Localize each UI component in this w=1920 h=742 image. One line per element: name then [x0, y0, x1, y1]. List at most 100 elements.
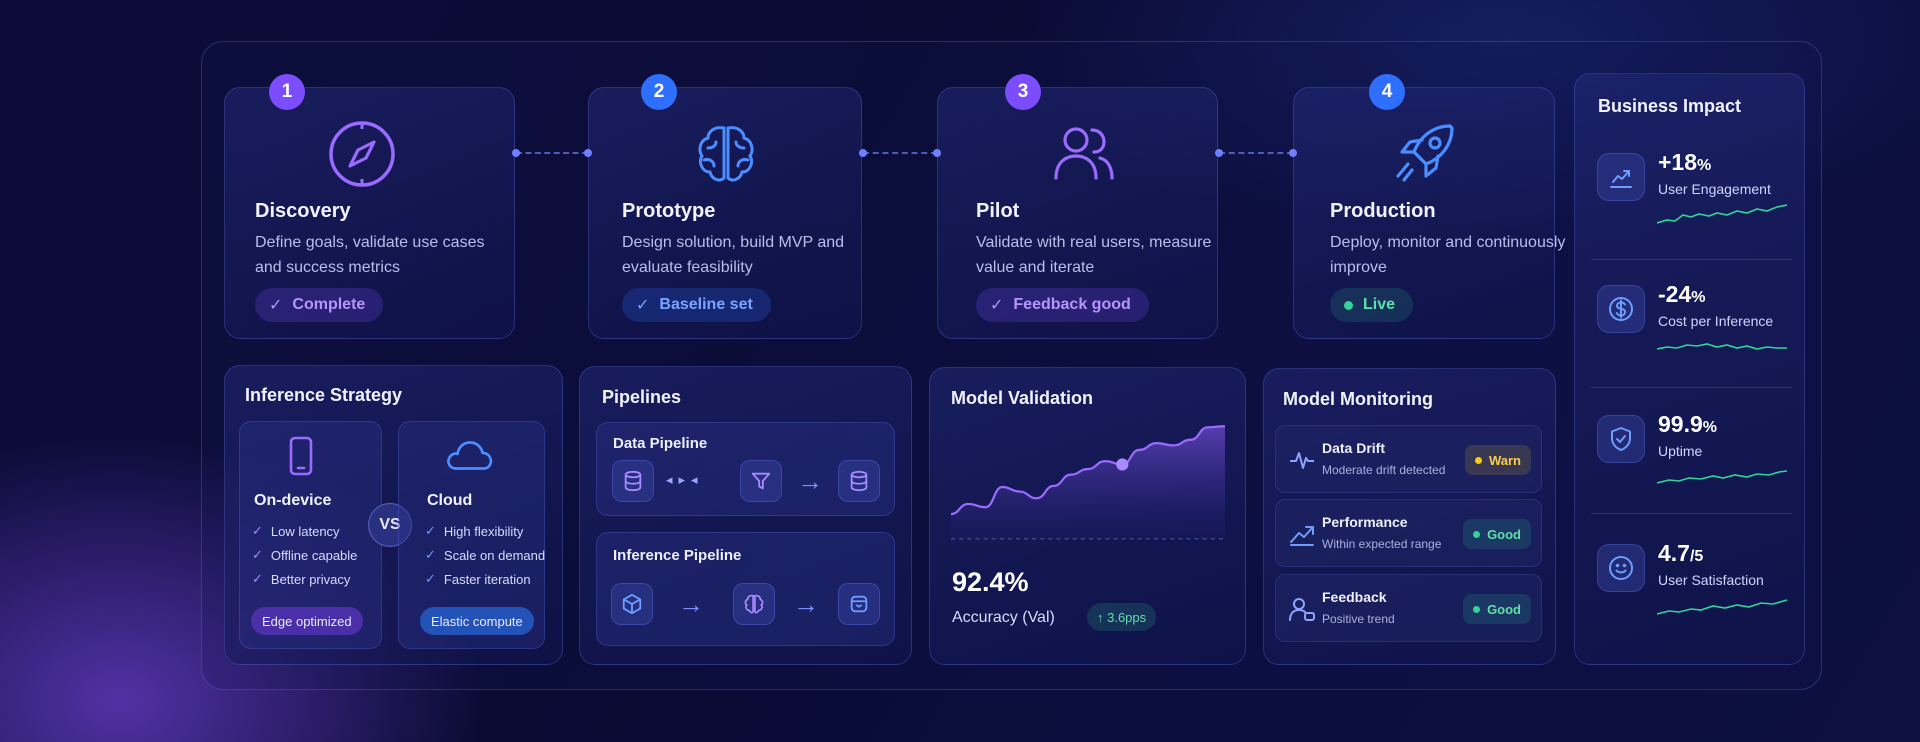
data-pipeline-title: Data Pipeline — [613, 435, 708, 452]
monitor-title: Feedback — [1322, 589, 1387, 605]
stage-title: Prototype — [622, 200, 716, 222]
elastic-compute-tag: Elastic compute — [420, 607, 534, 635]
flow-dots-icon: ◂▸◂ — [666, 472, 704, 487]
status-label: Live — [1363, 296, 1396, 313]
impact-row-cost[interactable]: -24% Cost per Inference — [1591, 263, 1792, 385]
check-icon: ✓ — [252, 523, 263, 538]
accuracy-area-chart — [951, 425, 1225, 540]
filter-icon — [740, 460, 782, 502]
feature-item: ✓ High flexibility — [425, 523, 524, 539]
feature-item: ✓ Better privacy — [252, 571, 351, 587]
status-label: Baseline set — [659, 296, 753, 313]
impact-label: User Satisfaction — [1658, 572, 1764, 588]
rocket-icon — [1396, 124, 1454, 182]
status-label: Feedback good — [1013, 296, 1131, 313]
feature-item: ✓ Faster iteration — [425, 571, 531, 587]
panel-title: Model Monitoring — [1283, 389, 1433, 409]
stage-card-prototype[interactable]: 2 Prototype Design solution, build MVP a… — [588, 74, 862, 339]
cloud-icon — [447, 441, 493, 470]
status-pill: ✓ Feedback good — [976, 288, 1149, 322]
vs-badge: VS — [368, 503, 412, 547]
feature-item: ✓ Scale on demand — [425, 547, 546, 563]
stage-number: 3 — [1005, 74, 1041, 110]
inference-pipeline-title: Inference Pipeline — [613, 547, 742, 564]
check-icon: ✓ — [990, 297, 1004, 314]
status-dot-icon — [1474, 456, 1482, 464]
shield-icon — [1597, 415, 1645, 463]
sparkline — [1657, 343, 1787, 350]
sparkline — [1657, 204, 1787, 224]
impact-row-satisfaction[interactable]: 4.7/5 User Satisfaction — [1591, 522, 1792, 644]
divider — [1591, 259, 1792, 260]
monitor-row-data-drift[interactable]: Data Drift Moderate drift detected Warn — [1275, 425, 1542, 493]
monitor-title: Performance — [1322, 514, 1408, 530]
arrow-right-icon: → — [797, 466, 823, 496]
stage-connector — [859, 149, 941, 157]
user-feedback-icon — [1289, 598, 1315, 621]
monitor-title: Data Drift — [1322, 440, 1386, 456]
stage-number: 1 — [269, 74, 305, 110]
phone-icon — [289, 436, 313, 476]
stage-card-discovery[interactable]: 1 Discovery Define goals, validate use c… — [224, 74, 515, 339]
status-dot-icon — [1473, 605, 1481, 613]
impact-value: 99.9% — [1658, 411, 1717, 437]
monitor-subtitle: Within expected range — [1322, 537, 1442, 551]
stage-description: Deploy, monitor and continuously improve — [1330, 234, 1566, 276]
warn-badge: Warn — [1464, 445, 1531, 475]
impact-row-engagement[interactable]: +18% User Engagement — [1591, 131, 1792, 253]
stage-title: Pilot — [976, 200, 1020, 222]
cube-icon — [611, 583, 653, 625]
pulse-icon — [1290, 452, 1314, 469]
stage-card-pilot[interactable]: 3 Pilot Validate with real users, measur… — [937, 74, 1218, 339]
stage-connector — [1215, 149, 1297, 157]
smile-icon — [1597, 544, 1645, 592]
status-pill: ✓ Complete — [255, 288, 384, 322]
stage-description: Design solution, build MVP and evaluate … — [622, 234, 845, 276]
brain-icon — [733, 583, 775, 625]
impact-value: 4.7/5 — [1658, 540, 1704, 566]
sparkline — [1657, 599, 1787, 615]
on-device-title: On-device — [254, 492, 332, 509]
stage-description: Validate with real users, measure value … — [976, 234, 1212, 276]
cloud-features: ✓ High flexibility ✓ Scale on demand ✓ Fast… — [425, 519, 545, 591]
stage-connector — [512, 149, 592, 157]
live-dot-icon — [1344, 300, 1353, 310]
divider — [1591, 513, 1792, 514]
stage-title: Discovery — [255, 200, 351, 222]
monitor-row-performance[interactable]: Performance Within expected range Good — [1275, 499, 1542, 567]
check-icon: ✓ — [252, 547, 263, 562]
brain-icon — [698, 126, 754, 182]
stage-title: Production — [1330, 200, 1436, 222]
on-device-features: ✓ Low latency ✓ Offline capable ✓ Better pr… — [252, 519, 357, 591]
status-pill: ✓ Baseline set — [622, 288, 771, 322]
delta-badge: ↑ 3.6pps — [1087, 603, 1157, 631]
stage-card-production[interactable]: 4 Production Deploy, monitor and continu… — [1293, 74, 1565, 339]
arrow-right-icon: → — [678, 589, 704, 619]
status-dot-icon — [1473, 530, 1481, 538]
impact-row-uptime[interactable]: 99.9% Uptime — [1591, 393, 1792, 515]
accuracy-label: Accuracy (Val) — [952, 609, 1055, 626]
status-pill: Live — [1330, 288, 1414, 322]
panel-title: Pipelines — [602, 387, 682, 407]
accuracy-value: 92.4% — [952, 567, 1029, 597]
check-icon: ✓ — [269, 297, 283, 314]
check-icon: ✓ — [636, 297, 650, 314]
dollar-icon — [1597, 285, 1645, 333]
arrow-right-icon: → — [793, 589, 819, 619]
feature-item: ✓ Offline capable — [252, 547, 358, 563]
box-icon — [838, 583, 880, 625]
highlight-point[interactable] — [1116, 458, 1129, 471]
cloud-title: Cloud — [427, 492, 473, 509]
trend-up-icon — [1290, 526, 1314, 546]
users-icon — [1054, 127, 1114, 180]
impact-label: User Engagement — [1658, 181, 1771, 197]
sparkline — [1657, 470, 1787, 484]
impact-value: +18% — [1658, 149, 1712, 175]
area-fill — [951, 426, 1225, 539]
good-badge: Good — [1463, 594, 1531, 624]
monitor-row-feedback[interactable]: Feedback Positive trend Good — [1275, 574, 1542, 642]
impact-value: -24% — [1658, 281, 1706, 307]
panel-title: Model Validation — [951, 388, 1094, 408]
chart-up-icon — [1597, 153, 1645, 201]
good-badge: Good — [1463, 519, 1531, 549]
